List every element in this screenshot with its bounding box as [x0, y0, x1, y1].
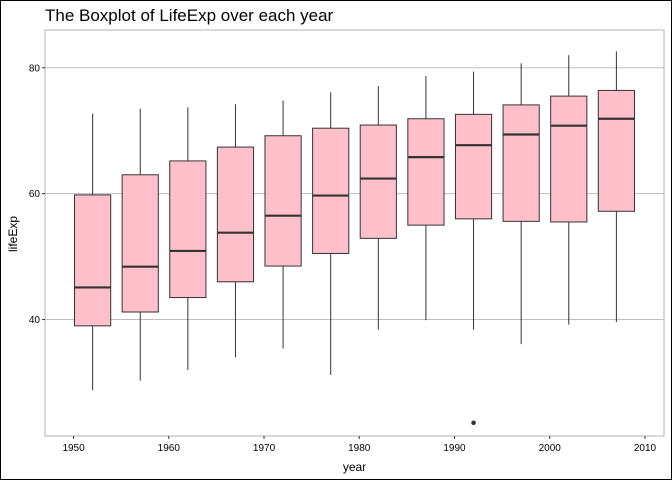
box-1982 [359, 86, 397, 330]
x-tick-label: 1950 [62, 443, 85, 454]
box-1987 [407, 75, 445, 321]
iqr-box [454, 113, 493, 220]
box-1957 [121, 108, 159, 381]
iqr-box [216, 146, 255, 283]
iqr-box [312, 127, 350, 254]
y-axis-title: lifeExp [6, 216, 20, 252]
y-tick-label: 60 [29, 189, 41, 200]
box-1997 [502, 63, 540, 345]
x-tick-label: 1960 [158, 443, 181, 454]
x-axis: 1950 1960 1970 1980 1990 2000 2010 [62, 436, 657, 454]
chart-title: The Boxplot of LifeExp over each year [45, 6, 334, 25]
x-tick-label: 1970 [253, 443, 276, 454]
x-tick-label: 2000 [539, 443, 562, 454]
x-tick-label: 1990 [443, 443, 466, 454]
iqr-box [264, 135, 302, 267]
iqr-box [502, 104, 540, 222]
y-axis: 40 60 80 [29, 63, 45, 326]
y-tick-label: 40 [29, 315, 41, 326]
box-1952 [74, 113, 112, 391]
box-2007 [597, 51, 635, 323]
box-1967 [216, 104, 255, 358]
iqr-box [359, 124, 397, 239]
plot-panel [44, 29, 665, 437]
box-1962 [169, 107, 207, 370]
box-1992 [454, 71, 493, 426]
x-tick-label: 1980 [348, 443, 371, 454]
box-1977 [312, 92, 350, 375]
iqr-box [169, 160, 207, 299]
box-series [74, 51, 635, 426]
iqr-box [74, 194, 112, 327]
iqr-box [407, 118, 445, 226]
outlier-point [471, 420, 476, 426]
iqr-box [550, 95, 588, 223]
iqr-box [597, 89, 635, 212]
box-1972 [264, 100, 302, 349]
iqr-box [121, 174, 159, 313]
x-tick-label: 2010 [634, 443, 657, 454]
box-2002 [550, 55, 588, 325]
y-tick-label: 80 [29, 63, 41, 74]
x-axis-title: year [343, 460, 366, 474]
